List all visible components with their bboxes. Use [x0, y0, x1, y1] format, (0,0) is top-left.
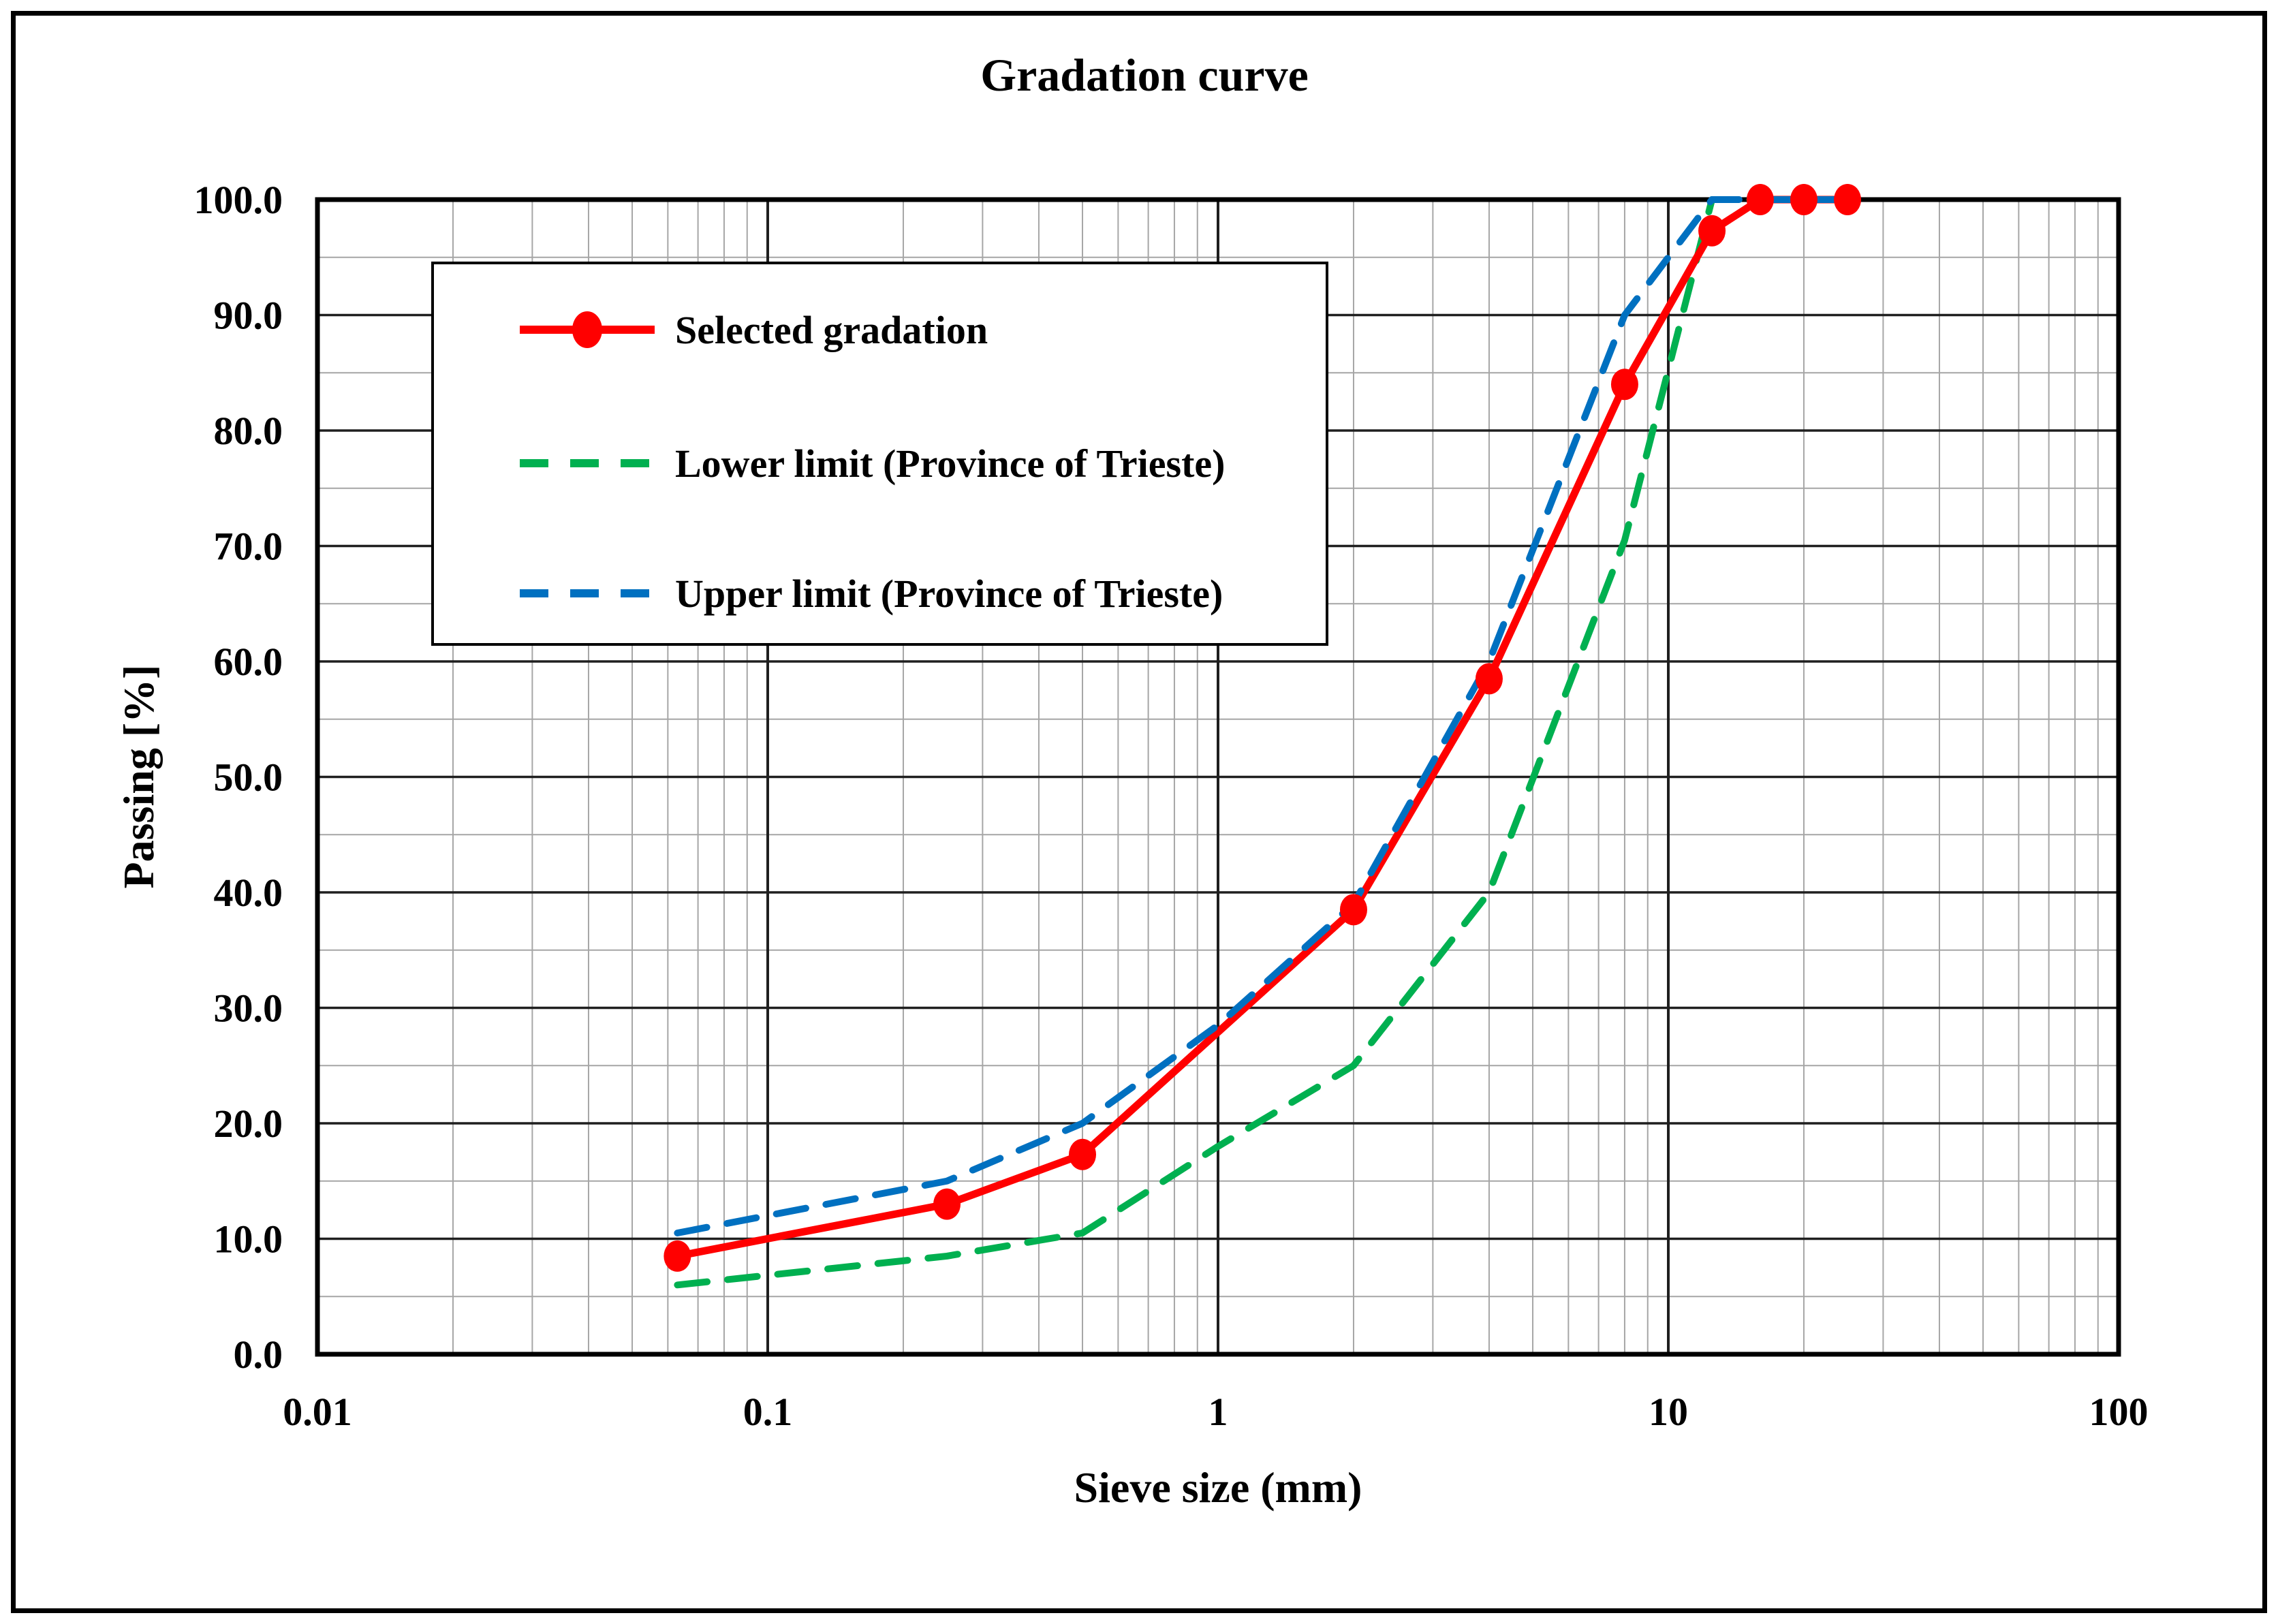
series-line-1 — [674, 196, 1852, 1289]
data-point-marker — [1610, 369, 1638, 401]
legend-item-selected-gradation: Selected gradation — [516, 296, 988, 364]
x-tick-label: 100 — [2089, 1390, 2149, 1434]
legend-box: Selected gradation Lower limit (Province… — [431, 262, 1328, 646]
data-point-marker — [1834, 184, 1862, 215]
y-tick-label: 10.0 — [214, 1217, 283, 1262]
legend-sample-solid-line-marker-icon — [520, 311, 655, 348]
legend-item-lower-limit: Lower limit (Province of Trieste) — [516, 429, 1225, 497]
legend-label: Lower limit (Province of Trieste) — [675, 441, 1226, 486]
y-tick-label: 0.0 — [234, 1332, 283, 1377]
y-tick-label: 50.0 — [214, 755, 283, 800]
y-axis-title: Passing [%] — [114, 665, 163, 889]
data-point-marker — [1475, 663, 1503, 695]
figure-border — [11, 11, 2267, 1613]
legend-label: Upper limit (Province of Trieste) — [675, 571, 1223, 616]
legend-item-upper-limit: Upper limit (Province of Trieste) — [516, 559, 1223, 627]
data-point-marker — [933, 1188, 961, 1220]
y-tick-label: 60.0 — [214, 640, 283, 684]
legend-sample-marker — [572, 311, 602, 348]
y-tick-label: 20.0 — [214, 1102, 283, 1146]
y-tick-label: 90.0 — [214, 294, 283, 338]
y-tick-label: 40.0 — [214, 871, 283, 915]
tick-label-layer: 0.01 0.1 1 10 100 0.0 10.0 20.0 30.0 40.0 50.0 60.0… — [194, 178, 2149, 1434]
x-axis-title: Sieve size (mm) — [1074, 1463, 1362, 1512]
y-tick-label: 80.0 — [214, 409, 283, 453]
chart-title: Gradation curve — [980, 49, 1309, 101]
x-tick-label: 0.1 — [743, 1390, 793, 1434]
data-point-marker — [1069, 1138, 1097, 1170]
data-point-marker — [1339, 894, 1367, 926]
y-tick-label: 70.0 — [214, 525, 283, 569]
x-tick-label: 10 — [1649, 1390, 1688, 1434]
data-point-marker — [664, 1240, 691, 1272]
y-tick-label: 100.0 — [194, 178, 283, 222]
x-tick-label: 0.01 — [283, 1390, 352, 1434]
series-layer — [664, 184, 1862, 1289]
data-point-marker — [1790, 184, 1817, 215]
data-point-marker — [1698, 215, 1726, 247]
legend-sample-blue-dash-icon — [520, 589, 655, 597]
legend-sample-green-dash-icon — [520, 459, 655, 467]
x-tick-label: 1 — [1208, 1390, 1228, 1434]
legend-label: Selected gradation — [675, 307, 988, 352]
plot-border — [315, 197, 2121, 1357]
y-tick-label: 30.0 — [214, 986, 283, 1031]
data-point-marker — [1746, 184, 1774, 215]
axis-text-layer: Gradation curve Sieve size (mm) Passing … — [114, 49, 1362, 1512]
